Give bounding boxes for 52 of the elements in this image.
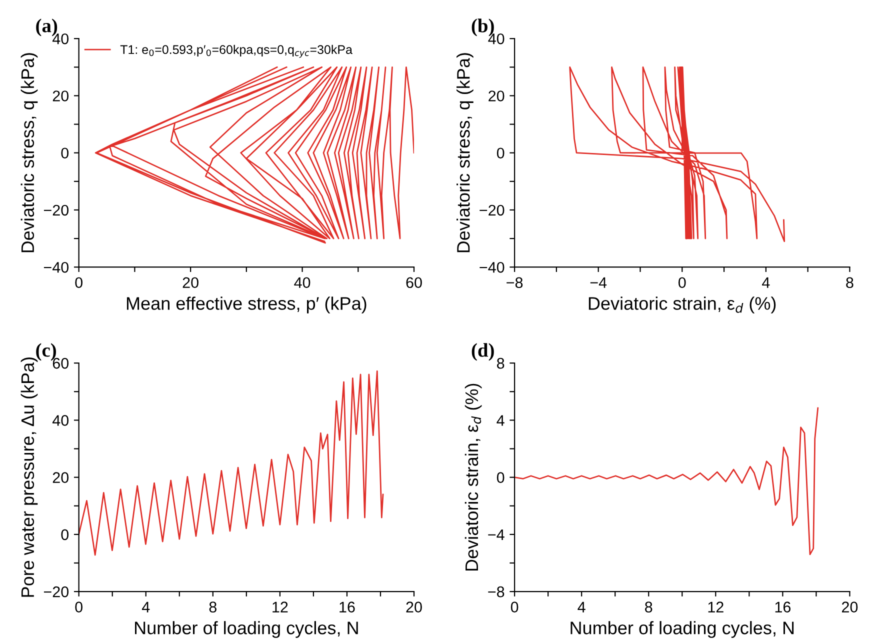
line-series [78, 370, 384, 556]
x-tick-label: 60 [406, 277, 422, 288]
x-tick-label: 8 [846, 277, 854, 288]
y-tick-label: 0 [496, 472, 504, 483]
y-tick-label: 20 [52, 472, 69, 483]
x-tick-label: −8 [506, 277, 523, 288]
y-tick-label: −40 [480, 262, 504, 273]
x-tick-label: 12 [708, 602, 724, 612]
y-tick-label: −8 [488, 586, 504, 598]
legend-label: T1: e$_{0}$=0.593,p′$_{0}$=60kpa,qs=0,q$_{cyc}$=30kPa [120, 44, 352, 58]
y-tick-label: 8 [497, 358, 504, 369]
line-series [514, 407, 819, 556]
y-tick-label: 0 [61, 529, 69, 540]
x-axis-title: Mean effective stress, p′ (kPa) [126, 296, 366, 314]
x-axis-title: Number of loading cycles, N [135, 621, 358, 638]
y-axis-title: Deviatoric stress, q (kPa) [20, 53, 38, 252]
x-tick-label: 12 [272, 602, 288, 612]
x-axis-title: Deviatoric strain, ε$_{d}$ (%) [588, 296, 776, 314]
x-tick-label: 16 [340, 602, 355, 613]
x-tick-label: 8 [645, 602, 652, 613]
x-tick-label: 4 [142, 602, 150, 612]
x-tick-label: 4 [578, 602, 586, 612]
y-tick-label: 0 [61, 148, 69, 159]
y-tick-label: 0 [496, 148, 504, 159]
y-tick-label: 20 [52, 90, 69, 102]
x-tick-label: 20 [182, 277, 198, 288]
y-tick-label: −20 [480, 204, 504, 216]
x-tick-label: 0 [678, 277, 686, 288]
x-axis-title: Number of loading cycles, N [570, 621, 794, 638]
x-tick-label: 20 [842, 602, 858, 613]
x-tick-label: 8 [209, 602, 216, 613]
x-tick-label: 20 [406, 602, 422, 613]
x-tick-label: 0 [75, 602, 82, 613]
y-tick-label: 20 [488, 90, 504, 102]
y-tick-label: −4 [488, 529, 504, 540]
line-series [569, 66, 786, 242]
line-series [94, 66, 414, 244]
x-tick-label: 0 [75, 277, 82, 288]
y-tick-label: −20 [44, 204, 69, 216]
x-tick-label: 0 [510, 602, 518, 613]
y-tick-label: 4 [496, 415, 504, 426]
chart-title: (d) [472, 343, 494, 361]
y-axis-title: Deviatoric stress, q (kPa) [456, 53, 474, 252]
x-tick-label: 16 [775, 602, 791, 613]
y-tick-label: −20 [44, 586, 69, 598]
x-tick-label: −4 [590, 277, 607, 288]
x-tick-label: 4 [762, 277, 770, 288]
y-tick-label: −40 [44, 262, 69, 273]
x-tick-label: 40 [294, 277, 310, 288]
y-tick-label: 40 [52, 415, 69, 426]
y-axis-title: Deviatoric strain, ε$_{d}$ (%) [464, 384, 482, 571]
y-axis-title: Pore water pressure, Δu (kPa) [20, 357, 38, 597]
